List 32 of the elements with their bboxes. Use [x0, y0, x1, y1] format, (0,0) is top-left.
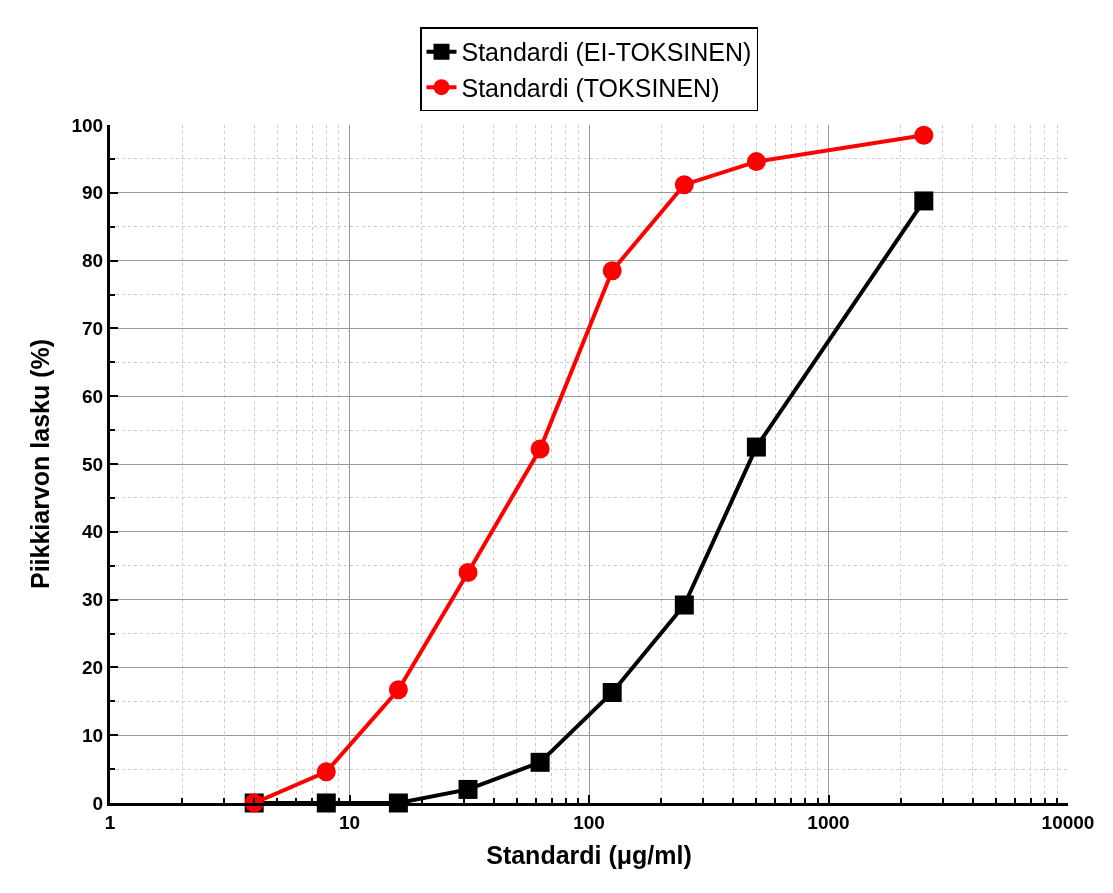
x-tick-label: 10: [338, 811, 361, 833]
point: [316, 762, 336, 782]
x-tick-label: 10000: [1041, 811, 1095, 833]
y-tick-label: 10: [82, 724, 104, 746]
y-tick-label: 30: [82, 589, 104, 611]
point: [530, 752, 550, 772]
y-tick-label: 0: [92, 792, 104, 814]
point: [674, 175, 694, 195]
legend-label: Standardi (EI-TOKSINEN): [461, 38, 752, 67]
y-tick-label: 20: [82, 657, 104, 679]
point: [388, 680, 408, 700]
x-tick-label: 1: [104, 811, 116, 833]
y-tick-label: 90: [82, 182, 104, 204]
y-tick-label: 100: [71, 114, 104, 136]
x-tick-label: 1000: [807, 811, 850, 833]
x-tick-label: 100: [573, 811, 605, 833]
y-tick-label: 80: [82, 250, 104, 272]
point: [674, 595, 694, 615]
legend-label: Standardi (TOKSINEN): [461, 73, 720, 102]
y-tick-label: 50: [82, 453, 104, 475]
y-tick-label: 60: [82, 385, 104, 407]
y-axis-title: Piikkiarvon lasku (%): [26, 338, 55, 590]
point: [602, 261, 622, 281]
x-axis-title: Standardi (μg/ml): [486, 840, 692, 869]
point: [458, 562, 478, 582]
y-tick-label: 40: [82, 521, 104, 543]
point: [530, 439, 550, 459]
point: [458, 779, 478, 799]
y-tick-label: 70: [82, 318, 104, 340]
point: [602, 682, 622, 702]
point: [746, 152, 766, 172]
point: [746, 437, 766, 457]
